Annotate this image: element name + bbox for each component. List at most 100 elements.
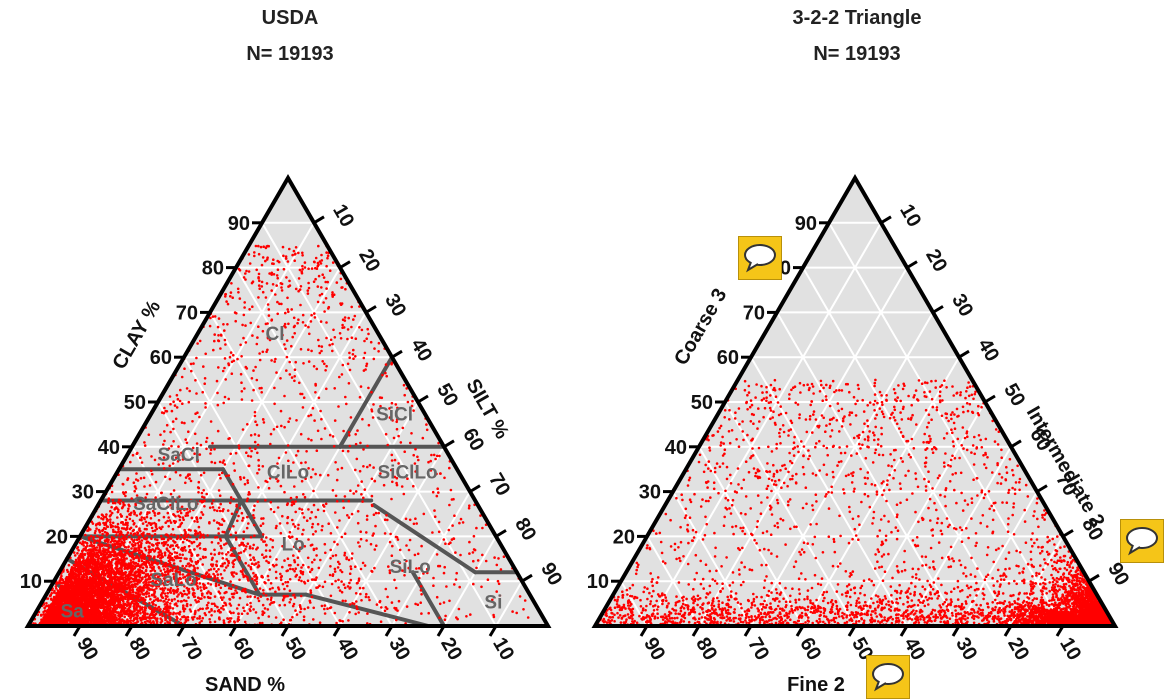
data-point [268,568,271,571]
data-point [218,584,221,587]
data-point [295,454,298,457]
data-point [154,617,157,620]
data-point [113,573,116,576]
data-point [349,565,352,568]
data-point [325,337,328,340]
data-point [130,532,133,535]
data-point [224,378,227,381]
data-point [332,329,335,332]
data-point [247,542,250,545]
data-point [230,496,233,499]
data-point [409,519,412,522]
data-point [129,514,132,517]
data-point [405,518,408,521]
data-point [224,357,227,360]
data-point [252,608,255,611]
data-point [217,366,220,369]
data-point [402,427,405,430]
data-point [112,529,115,532]
data-point [293,332,296,335]
data-point [288,361,291,364]
data-point [328,306,331,309]
data-point [268,314,271,317]
data-point [238,444,241,447]
data-point [201,563,204,566]
data-point [210,609,213,612]
data-point [174,404,177,407]
data-point [211,541,214,544]
data-point [307,348,310,351]
data-point [358,545,361,548]
data-point [265,594,268,597]
data-point [135,525,138,528]
data-point [173,534,176,537]
data-point [222,323,225,326]
data-point [324,543,327,546]
data-point [244,621,247,624]
data-point [234,559,237,562]
data-point [326,607,329,610]
data-point [184,622,187,625]
data-point [291,616,294,619]
data-point [333,445,336,448]
data-point [480,586,483,589]
data-point [319,559,322,562]
data-point [310,511,313,514]
data-point [335,495,338,498]
data-point [342,507,345,510]
data-point [307,606,310,609]
data-point [362,448,365,451]
data-point [138,536,141,539]
data-point [237,291,240,294]
data-point [231,513,234,516]
data-point [204,612,207,615]
data-point [437,491,440,494]
data-point [106,580,109,583]
data-point [75,569,78,572]
data-point [199,582,202,585]
data-point [241,613,244,616]
data-point [338,519,341,522]
data-point [341,286,344,289]
data-point [256,452,259,455]
data-point [313,312,316,315]
data-point [264,499,267,502]
data-point [275,284,278,287]
data-point [371,495,374,498]
data-point [359,442,362,445]
data-point [141,539,144,542]
data-point [257,561,260,564]
data-point [111,491,114,494]
data-point [312,468,315,471]
data-point [444,618,447,621]
data-point [209,621,212,624]
data-point [332,261,335,264]
data-point [364,564,367,567]
data-point [228,364,231,367]
data-point [319,352,322,355]
data-point [280,579,283,582]
data-point [163,467,166,470]
data-point [120,515,123,518]
data-point [88,536,91,539]
data-point [370,391,373,394]
data-point [255,343,258,346]
data-point [450,489,453,492]
data-point [209,325,212,328]
data-point [366,328,369,331]
data-point [300,433,303,436]
data-point [375,512,378,515]
data-point [202,365,205,368]
data-point [224,396,227,399]
data-point [359,587,362,590]
data-point [195,392,198,395]
data-point [355,592,358,595]
data-point [285,276,288,279]
data-point [293,259,296,262]
data-point [227,551,230,554]
data-point [258,287,261,290]
data-point [323,276,326,279]
data-point [154,604,157,607]
data-point [314,278,317,281]
data-point [47,597,50,600]
